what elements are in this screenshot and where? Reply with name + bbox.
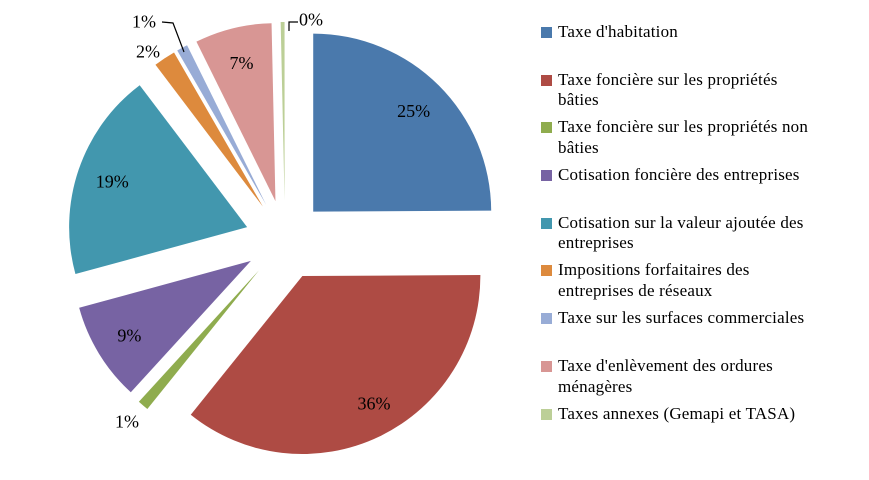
legend-swatch xyxy=(541,170,552,182)
pie-slice-3 xyxy=(138,270,259,410)
legend-swatch xyxy=(541,74,552,86)
legend-label: Taxe foncière sur les propriétés bâties xyxy=(558,69,778,110)
pie-data-label: 1% xyxy=(115,411,139,431)
pie-slice-4 xyxy=(79,260,251,393)
legend-label: Taxe foncière sur les propriétés non bât… xyxy=(558,117,809,158)
legend-label: Taxe d'habitation xyxy=(558,22,678,41)
legend-swatch xyxy=(541,360,552,372)
pie-slice-1 xyxy=(313,33,492,212)
legend-item-8: Taxe d'enlèvement des ordures ménagères xyxy=(541,356,866,404)
pie-data-label: 25% xyxy=(397,101,430,121)
legend-item-1: Taxe d'habitation xyxy=(541,22,866,70)
pie-slice-9 xyxy=(280,22,285,200)
pie-data-label: 0% xyxy=(299,9,323,29)
label-leader-line xyxy=(161,21,185,53)
legend-item-5: Cotisation sur la valeur ajoutée des ent… xyxy=(541,213,866,261)
pie-data-label: 19% xyxy=(96,172,129,192)
pie-data-label: 1% xyxy=(132,11,156,31)
pie-slice-6 xyxy=(155,52,263,207)
legend-swatch xyxy=(541,122,552,134)
legend-item-7: Taxe sur les surfaces commerciales xyxy=(541,308,866,356)
pie-slice-5 xyxy=(69,85,248,275)
pie-data-label: 9% xyxy=(117,325,141,345)
pie-data-label: 36% xyxy=(358,393,391,413)
legend-label: Taxe sur les surfaces commerciales xyxy=(558,308,805,328)
legend-label: Taxes annexes (Gemapi et TASA) xyxy=(558,403,796,423)
legend-swatch xyxy=(541,27,552,38)
legend-swatch xyxy=(541,408,552,420)
pie-chart: 25% 36% 1% 9% 19% 2% 1% 7% 0% xyxy=(69,9,492,455)
legend-label: Cotisation foncière des entreprises xyxy=(558,165,800,185)
legend-item-2: Taxe foncière sur les propriétés bâties xyxy=(541,70,866,118)
legend-item-6: Impositions forfaitaires des entreprises… xyxy=(541,260,866,308)
legend-label: Taxe d'enlèvement des ordures ménagères xyxy=(558,355,773,396)
legend-item-4: Cotisation foncière des entreprises xyxy=(541,165,866,213)
legend-swatch xyxy=(541,313,552,325)
legend-swatch xyxy=(541,265,552,277)
chart-legend: Taxe d'habitation Taxe foncière sur les p… xyxy=(541,22,866,451)
legend-swatch xyxy=(541,217,552,229)
label-leader-line xyxy=(288,21,298,31)
legend-label: Impositions forfaitaires des entreprises… xyxy=(558,260,750,301)
pie-slice-7 xyxy=(177,45,267,205)
legend-label: Cotisation sur la valeur ajoutée des ent… xyxy=(558,212,804,253)
legend-item-3: Taxe foncière sur les propriétés non bât… xyxy=(541,117,866,165)
pie-data-label: 7% xyxy=(230,53,254,73)
pie-slice-8 xyxy=(196,23,276,202)
pie-slice-2 xyxy=(190,275,481,455)
legend-item-9: Taxes annexes (Gemapi et TASA) xyxy=(541,404,866,452)
pie-data-label: 2% xyxy=(136,41,160,61)
